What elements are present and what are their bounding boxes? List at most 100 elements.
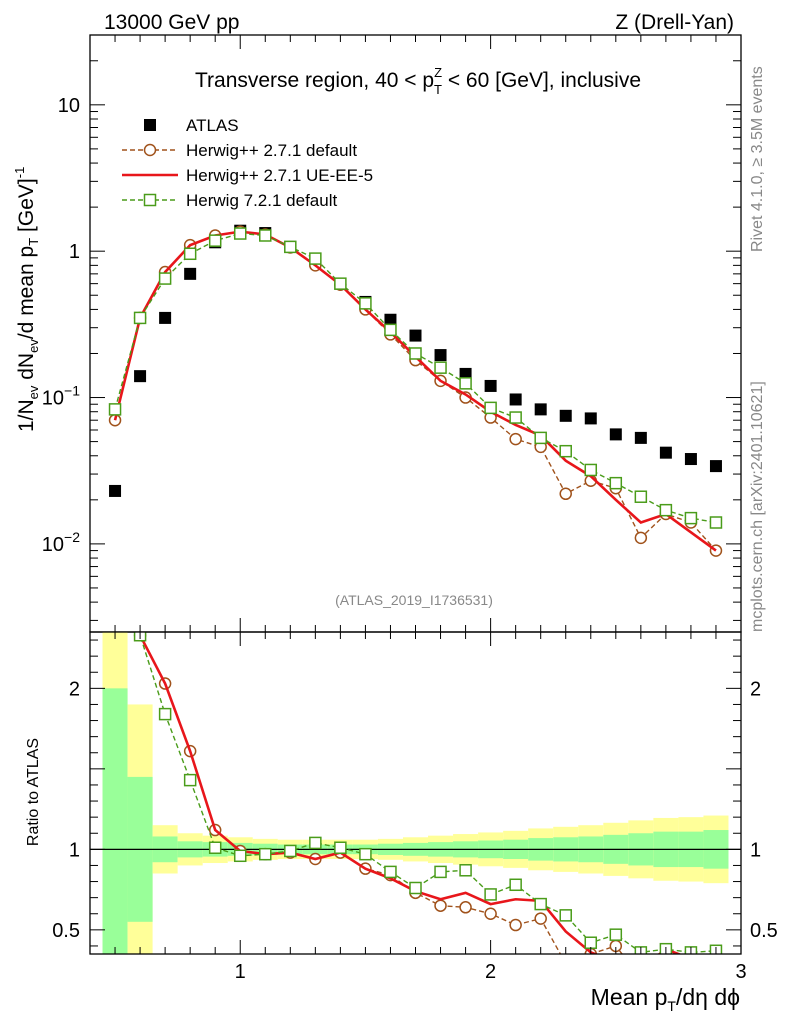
ratio-point: [484, 907, 497, 920]
data-point: [133, 311, 147, 325]
data-point: [684, 453, 697, 466]
ratio-point: [384, 865, 397, 879]
series-line: [114, 230, 717, 552]
data-point: [659, 503, 673, 517]
data-point: [309, 252, 322, 265]
ratio-point: [434, 865, 447, 879]
ratio-series-line: [138, 632, 693, 954]
x-tick-label: 3: [735, 961, 746, 983]
ratio-point: [459, 901, 472, 914]
ratio-point: [509, 878, 522, 892]
ratio-y-tick-label-right: 2: [750, 678, 761, 700]
ratio-point: [208, 841, 222, 854]
x-tick-label: 1: [235, 961, 246, 983]
main-series-layer: [108, 224, 723, 557]
main-title: Transverse region, 40 < pZ T < 60 [GeV], …: [195, 65, 641, 97]
main-y-label: 1/Nev dNev/d mean pT [GeV]-1: [12, 167, 41, 432]
legend: ATLAS Herwig++ 2.7.1 default Herwig++ 2.7.…: [122, 116, 373, 210]
ratio-point: [534, 897, 547, 911]
series-herwig-7-2-1-default: [108, 227, 723, 529]
ratio-y-tick-label-right: 0.5: [750, 920, 778, 942]
main-y-tick-label: 10−2: [42, 529, 80, 556]
data-point: [259, 229, 272, 242]
data-point: [384, 313, 397, 326]
ratio-point: [158, 707, 172, 721]
legend-marker: [143, 193, 157, 207]
ratio-point: [584, 936, 598, 949]
legend-item-herwig-2-7-1-default: Herwig++ 2.7.1 default: [122, 141, 357, 160]
data-point: [334, 277, 347, 290]
data-point: [233, 227, 247, 240]
data-point: [384, 323, 397, 337]
ratio-point: [534, 912, 547, 925]
legend-label: ATLAS: [186, 116, 239, 135]
ratio-point: [434, 899, 447, 912]
ratio-point: [359, 847, 372, 861]
data-point: [634, 531, 648, 545]
data-point: [134, 370, 147, 383]
legend-label: Herwig++ 2.7.1 default: [186, 141, 357, 160]
legend-label: Herwig 7.2.1 default: [186, 191, 337, 210]
data-point: [109, 484, 122, 497]
legend-marker: [143, 143, 157, 157]
ratio-series-line: [138, 632, 683, 954]
data-point: [459, 377, 472, 390]
legend-label: Herwig++ 2.7.1 UE-EE-5: [186, 166, 373, 185]
data-point: [584, 463, 598, 477]
data-point: [509, 432, 522, 446]
ratio-point: [484, 888, 497, 901]
data-point: [108, 403, 122, 416]
main-y-tick-label: 1: [69, 241, 80, 263]
analysis-tag: (ATLAS_2019_I1736531): [335, 592, 493, 608]
ratio-series-herwig-2-7-1-default: [133, 632, 698, 954]
data-point: [609, 428, 622, 441]
data-point: [559, 444, 572, 458]
data-point: [484, 401, 497, 415]
data-point: [684, 511, 698, 525]
ratio-point: [609, 928, 623, 941]
ratio-axes: 1 2 30.5 0.51 12 2: [52, 632, 778, 983]
legend-marker: [144, 119, 156, 131]
data-point: [284, 240, 297, 254]
data-point: [409, 329, 422, 342]
series-line: [114, 232, 717, 524]
header-right: Z (Drell-Yan): [615, 11, 734, 34]
ratio-band-1sigma: [102, 688, 128, 954]
series-herwig-2-7-1-default: [108, 225, 723, 557]
x-axis-label: Mean pT/dη dϕ: [591, 984, 740, 1014]
data-point: [409, 347, 422, 360]
data-point: [559, 487, 572, 501]
data-point: [509, 411, 522, 424]
ratio-series-herwig-2-7-1-ue-ee-5: [138, 632, 683, 954]
ratio-point: [259, 847, 272, 861]
data-point: [609, 476, 623, 490]
data-point: [559, 409, 572, 422]
ratio-point: [559, 909, 572, 922]
ratio-point: [309, 836, 322, 850]
x-tick-label: 2: [485, 961, 496, 983]
ratio-uncertainty-bands: [90, 632, 741, 954]
main-panel: 10 1 10−1 10−2 Transverse region, 40 < pZ T …: [12, 34, 742, 633]
series-line: [113, 230, 717, 552]
data-point: [459, 367, 472, 380]
data-point: [434, 349, 447, 362]
data-point: [584, 412, 597, 425]
ratio-y-label: Ratio to ATLAS: [25, 738, 42, 846]
data-point: [159, 311, 172, 324]
data-point: [709, 460, 722, 473]
ratio-series-herwig-7-2-1-default: [133, 632, 723, 954]
ratio-y-tick-label: 2: [69, 678, 80, 700]
data-point: [484, 379, 497, 392]
ratio-panel: 1 2 30.5 0.51 12 2 Ratio to ATLAS Mean pT/dη …: [25, 631, 778, 1014]
data-point: [659, 446, 672, 459]
main-y-tick-label: 10−1: [42, 383, 80, 410]
ratio-y-tick-label: 1: [69, 839, 80, 861]
data-point: [534, 403, 547, 416]
ratio-y-tick-label: 0.5: [52, 920, 80, 942]
ratio-point: [409, 881, 422, 895]
data-point: [634, 490, 648, 503]
data-point: [634, 431, 647, 444]
data-point: [183, 247, 197, 261]
legend-item-herwig-2-7-1-ue-ee-5: Herwig++ 2.7.1 UE-EE-5: [122, 166, 373, 185]
